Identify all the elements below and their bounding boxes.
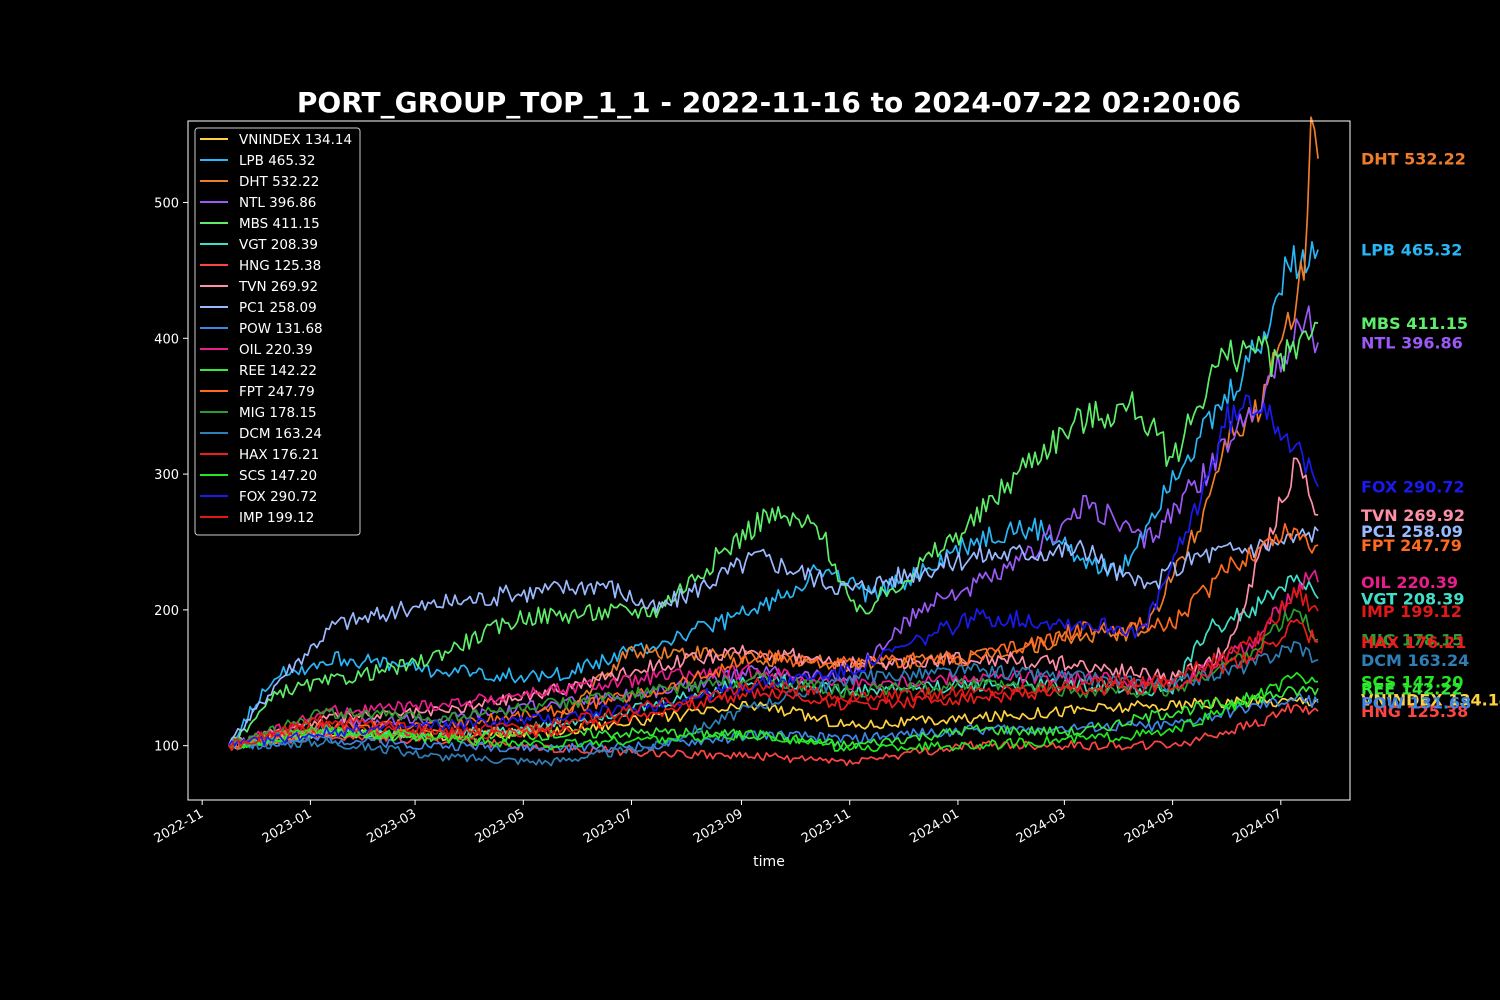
end-label-scs: SCS 147.20	[1361, 673, 1463, 692]
legend-entry-tvn: TVN 269.92	[238, 279, 318, 295]
end-label-mbs: MBS 411.15	[1361, 314, 1468, 333]
chart-title: PORT_GROUP_TOP_1_1 - 2022-11-16 to 2024-…	[297, 86, 1241, 119]
series-line-fpt	[228, 522, 1319, 747]
end-label-tvn: TVN 269.92	[1361, 506, 1465, 525]
plot-area	[187, 116, 1351, 801]
x-axis-label: time	[753, 854, 785, 870]
series-line-mig	[228, 608, 1319, 750]
legend-entry-oil: OIL 220.39	[239, 342, 313, 358]
series-line-hax	[228, 618, 1319, 751]
y-tick-label: 500	[154, 196, 179, 211]
end-label-pow: POW 131.68	[1361, 694, 1471, 713]
end-label-vnindex: VNINDEX 134.14	[1361, 690, 1500, 709]
series-line-pc1	[228, 526, 1319, 747]
series-line-pow	[228, 692, 1319, 753]
legend-entry-fox: FOX 290.72	[239, 489, 317, 505]
plot-frame	[187, 120, 1351, 801]
end-label-fpt: FPT 247.79	[1361, 536, 1462, 555]
series-line-scs	[228, 671, 1319, 753]
series-line-tvn	[228, 457, 1319, 748]
y-tick-label: 200	[154, 604, 179, 619]
series-line-ntl	[228, 305, 1319, 750]
legend-entry-hng: HNG 125.38	[239, 258, 321, 274]
legend-entry-dcm: DCM 163.24	[239, 426, 322, 442]
legend-entry-mbs: MBS 411.15	[239, 216, 320, 232]
end-label-ntl: NTL 396.86	[1361, 334, 1463, 353]
y-axis: 100 200 300 400 500	[154, 196, 188, 755]
legend-entry-pow: POW 131.68	[239, 321, 323, 337]
series-line-ree	[228, 685, 1319, 750]
end-label-oil: OIL 220.39	[1361, 573, 1458, 592]
series-line-fox	[228, 394, 1319, 747]
end-label-vgt: VGT 208.39	[1361, 589, 1464, 608]
end-label-lpb: LPB 465.32	[1361, 241, 1462, 260]
end-label-dht: DHT 532.22	[1361, 150, 1466, 169]
legend-entry-vnindex: VNINDEX 134.14	[239, 132, 352, 148]
end-labels: VNINDEX 134.14 LPB 465.32 DHT 532.22 NTL 39…	[1361, 150, 1500, 721]
legend-entry-ree: REE 142.22	[239, 363, 317, 379]
end-label-hax: HAX 176.21	[1361, 633, 1466, 652]
series-layer	[228, 116, 1319, 767]
series-line-imp	[228, 586, 1319, 748]
y-tick-label: 400	[154, 332, 179, 347]
series-line-dcm	[228, 641, 1319, 767]
end-label-imp: IMP 199.12	[1361, 602, 1462, 621]
legend-entry-pc1: PC1 258.09	[239, 300, 317, 316]
end-label-fox: FOX 290.72	[1361, 478, 1465, 497]
end-label-hng: HNG 125.38	[1361, 702, 1468, 721]
legend-entry-fpt: FPT 247.79	[239, 384, 315, 400]
end-label-mig: MIG 178.15	[1361, 631, 1463, 650]
end-label-dcm: DCM 163.24	[1361, 651, 1469, 670]
series-line-lpb	[228, 240, 1319, 747]
end-label-ree: REE 142.22	[1361, 679, 1463, 698]
legend-entry-imp: IMP 199.12	[239, 510, 314, 526]
end-label-pc1: PC1 258.09	[1361, 522, 1463, 541]
legend-entry-hax: HAX 176.21	[239, 447, 319, 463]
y-tick-label: 100	[154, 740, 179, 755]
legend-entry-vgt: VGT 208.39	[239, 237, 318, 253]
y-tick-label: 300	[154, 468, 179, 483]
legend-entry-scs: SCS 147.20	[239, 468, 317, 484]
legend-entry-lpb: LPB 465.32	[239, 153, 315, 169]
legend: VNINDEX 134.14 LPB 465.32 DHT 532.22 NTL 39…	[194, 127, 361, 536]
legend-entry-ntl: NTL 396.86	[239, 195, 316, 211]
legend-entry-dht: DHT 532.22	[239, 174, 319, 190]
legend-box	[194, 127, 361, 536]
legend-entry-mig: MIG 178.15	[239, 405, 317, 421]
series-line-mbs	[228, 321, 1319, 747]
series-line-hng	[228, 703, 1319, 767]
